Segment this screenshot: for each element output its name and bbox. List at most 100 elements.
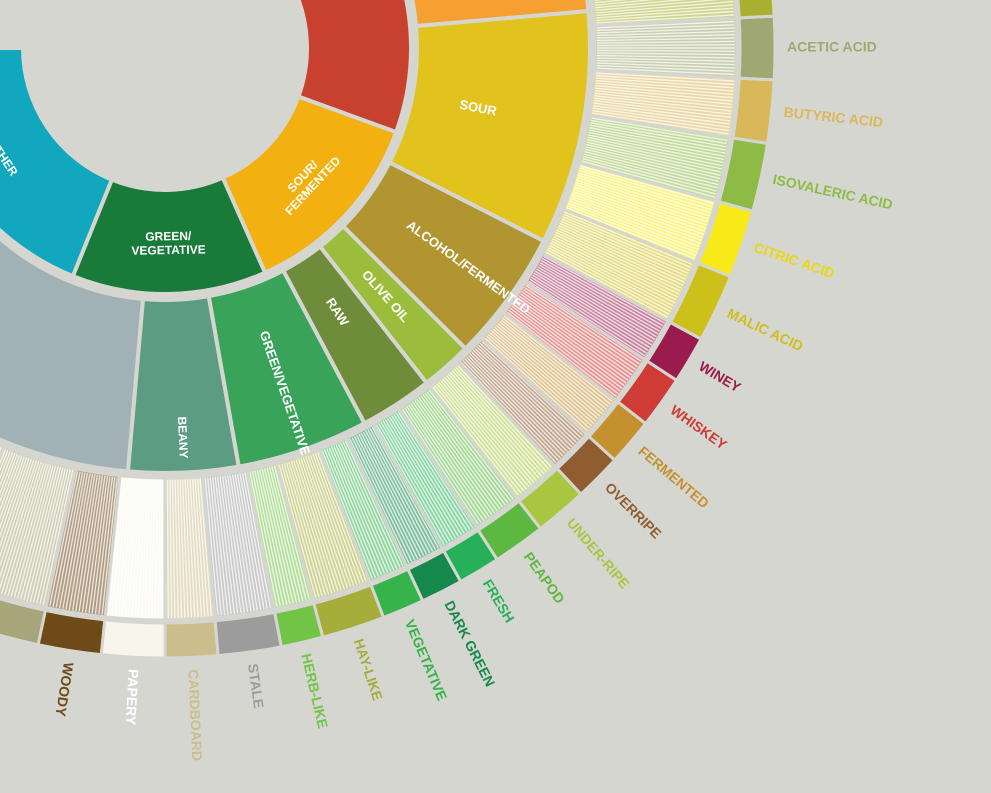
stripe-line: [596, 62, 735, 69]
stripe-line: [194, 478, 206, 617]
stripe-line: [512, 303, 625, 387]
stripe-line: [196, 478, 209, 617]
outer-chip-acetic-acid: [737, 14, 777, 82]
stripe-line: [577, 174, 710, 217]
stripe-line: [224, 475, 245, 613]
stripe-line: [266, 467, 301, 603]
stripe-line: [588, 134, 724, 164]
stripe-line: [98, 477, 116, 615]
stripe-line: [214, 477, 232, 615]
stripe-line: [367, 429, 434, 552]
stripe-line: [464, 358, 562, 459]
middle-segment-sour: [386, 8, 592, 244]
stripe-line: [0, 452, 16, 496]
stripe-line: [595, 79, 734, 92]
stripe-line: [595, 7, 734, 19]
stripe-line: [552, 238, 677, 301]
stripe-line: [594, 0, 656, 6]
stripe-line: [395, 412, 471, 530]
stripe-line: [321, 450, 374, 580]
outer-label-overripe: OVERRIPE: [602, 479, 665, 541]
stripe-line: [466, 356, 564, 457]
stripe-line: [541, 257, 664, 327]
stripe-band-vegetative: [317, 435, 409, 584]
stripe-line: [309, 454, 358, 585]
stripe-line: [524, 286, 640, 365]
stripe-line: [207, 477, 222, 616]
stripe-line: [288, 461, 330, 595]
stripe-line: [489, 332, 595, 425]
stripe-line: [557, 227, 684, 286]
stripe-line: [594, 90, 733, 105]
stripe-line: [497, 322, 605, 412]
stripe-line: [568, 200, 699, 251]
stripe-line: [229, 474, 252, 612]
stripe-line: [438, 381, 527, 490]
stripe-line: [522, 289, 638, 368]
stripe-line: [226, 475, 249, 613]
stripe-line: [131, 479, 141, 618]
stripe-line: [273, 465, 310, 600]
outer-label-dark-green: DARK GREEN: [441, 598, 498, 689]
stripe-line: [595, 85, 733, 99]
stripe-line: [333, 445, 389, 573]
stripe-line: [384, 419, 457, 539]
stripe-line: [494, 326, 601, 417]
stripe-line: [576, 176, 710, 220]
stripe-line: [55, 471, 84, 608]
stripe-line: [397, 411, 474, 529]
stripe-line: [595, 0, 734, 14]
stripe-line: [212, 477, 229, 615]
stripe-line: [596, 72, 735, 82]
stripe-line: [556, 229, 683, 289]
stripe-line: [353, 435, 416, 561]
outer-label-peapod: PEAPOD: [521, 549, 568, 606]
stripe-line: [91, 476, 111, 614]
wheel-center-hole: [23, 0, 307, 190]
stripe-line: [4, 462, 45, 596]
stripe-line: [428, 389, 514, 500]
stripe-line: [511, 305, 623, 389]
stripe-line: [586, 141, 722, 173]
stripe-line: [545, 251, 668, 318]
stripe-line: [293, 460, 336, 593]
stripe-line: [434, 384, 522, 494]
outer-chip-sour-aromatics: [736, 0, 776, 20]
stripe-line: [487, 333, 593, 427]
stripe-line: [216, 476, 236, 614]
stripe-line: [474, 348, 575, 446]
stripe-line: [594, 97, 732, 115]
stripe-line: [501, 317, 611, 405]
stripe-line: [154, 479, 159, 618]
stripe-line: [416, 398, 498, 512]
stripe-line: [281, 463, 320, 597]
stripe-line: [26, 467, 62, 602]
stripe-line: [509, 307, 621, 392]
stripe-line: [595, 0, 687, 9]
stripe-line: [554, 233, 680, 295]
middle-segment-papery-musty: [0, 235, 146, 474]
stripe-line: [588, 131, 725, 161]
middle-segment-beany: [125, 293, 242, 475]
outer-label-stale: STALE: [245, 663, 267, 710]
stripe-line: [337, 443, 395, 571]
outer-label-whiskey: WHISKEY: [668, 402, 731, 453]
stripe-line: [567, 202, 698, 254]
stripe-line: [244, 472, 272, 609]
stripe-line: [297, 458, 342, 591]
stripe-line: [307, 455, 355, 587]
outer-label-fresh: FRESH: [480, 576, 518, 625]
stripe-line: [410, 402, 490, 518]
stripe-line: [375, 424, 445, 546]
stripe-line: [186, 479, 196, 618]
outer-chip-peapod: [476, 499, 543, 562]
stripe-line: [426, 391, 512, 502]
stripe-line: [530, 276, 649, 351]
stripe-line: [418, 397, 501, 510]
stripe-line: [302, 457, 349, 589]
stripe-line: [360, 432, 425, 557]
outer-label-malic-acid: MALIC ACID: [725, 305, 806, 354]
stripe-line: [147, 479, 154, 618]
stripe-line: [571, 193, 702, 242]
stripe-line: [62, 472, 89, 609]
